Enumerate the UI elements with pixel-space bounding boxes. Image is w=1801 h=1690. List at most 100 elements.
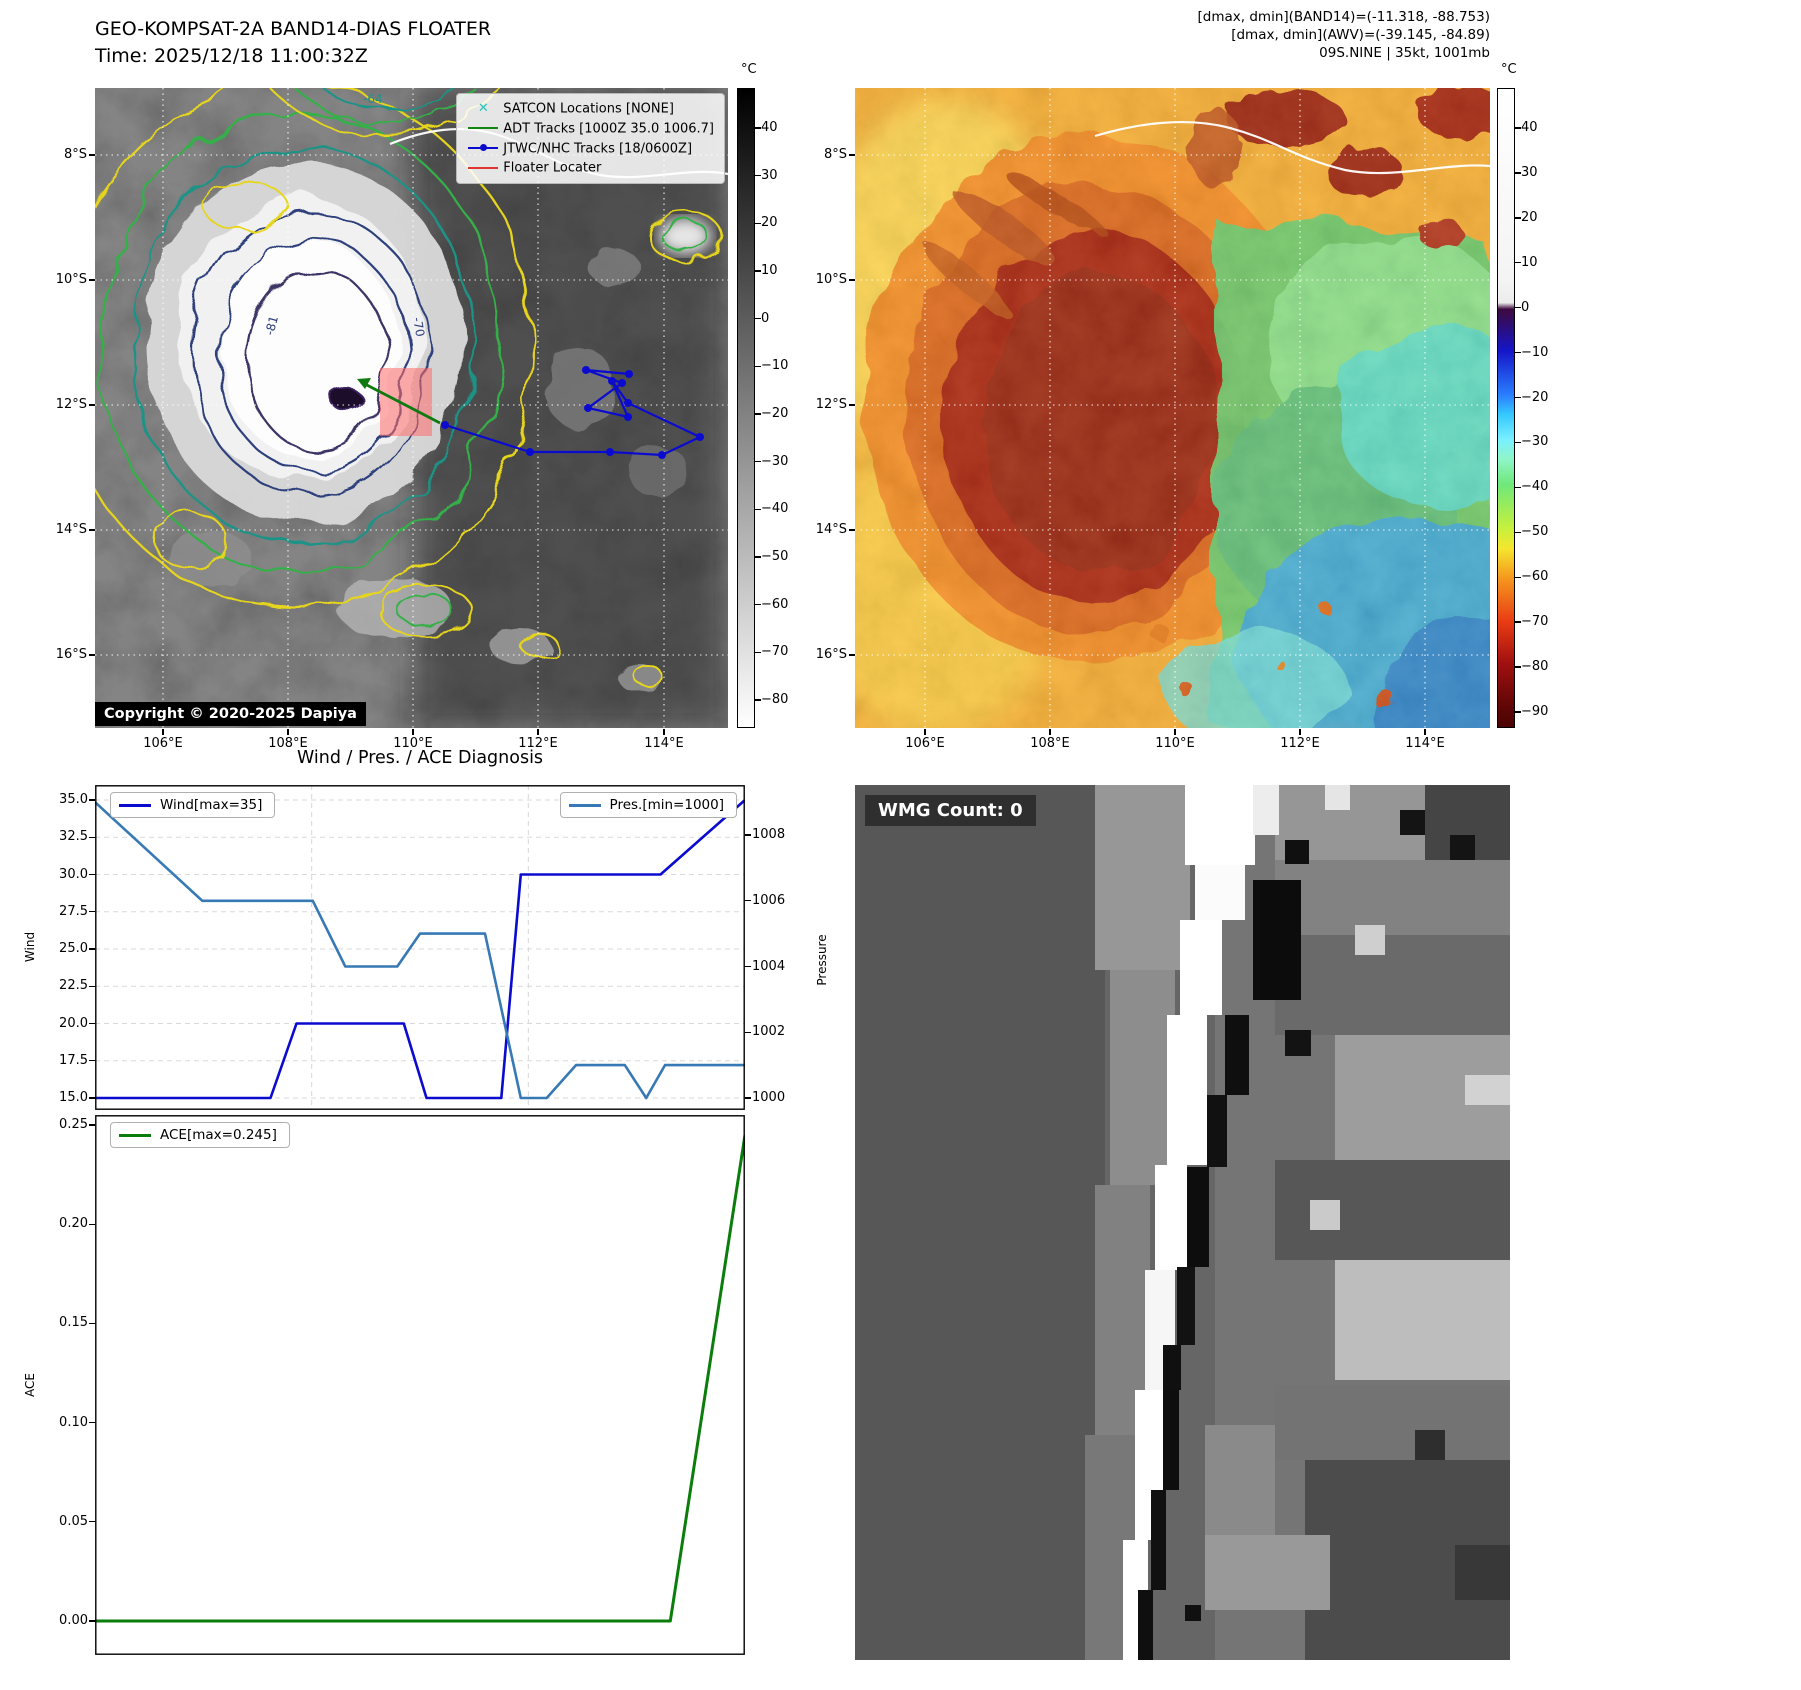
- tick-mark: [412, 729, 414, 735]
- coastline: [1094, 120, 1490, 175]
- diagnosis-title: Wind / Pres. / ACE Diagnosis: [296, 748, 544, 768]
- wind-tick-label: 25.0: [59, 941, 88, 956]
- ace-tick-label: 0.00: [59, 1613, 88, 1628]
- lon-tick-label: 106°E: [905, 736, 945, 751]
- awv-header: [dmax, dmin](BAND14)=(-11.318, -88.753) …: [1198, 8, 1490, 62]
- colorbar-tick-label: −90: [1521, 703, 1549, 719]
- tick-mark: [745, 1031, 751, 1033]
- colorbar-tick-label: −50: [1521, 524, 1549, 540]
- outer-contours: [153, 88, 722, 687]
- wind-tick-label: 32.5: [59, 829, 88, 845]
- lat-tick-label: 14°S: [55, 522, 87, 537]
- pressure-tick-label: 1004: [752, 958, 786, 974]
- colorbar-tick-label: 0: [1521, 299, 1530, 315]
- colorbar-tick-label: −60: [761, 596, 789, 612]
- lon-tick-label: 112°E: [1280, 736, 1320, 751]
- grayscale-gradient: [738, 89, 754, 727]
- adt-track-line: [362, 381, 441, 425]
- colorbar-tick-label: 40: [761, 120, 778, 135]
- tick-mark: [755, 222, 761, 225]
- tick-mark: [1515, 172, 1521, 174]
- tick-mark: [1299, 729, 1301, 735]
- ace-tick-label: 0.25: [59, 1117, 88, 1132]
- tick-mark: [1515, 441, 1521, 444]
- tick-mark: [745, 1097, 751, 1099]
- pressure-line-icon: [568, 803, 601, 807]
- tick-mark: [1515, 486, 1521, 489]
- ace-legend-label: ACE[max=0.245]: [160, 1127, 277, 1143]
- colorbar-tick-label: −20: [1521, 389, 1549, 405]
- wind-tick-label: 20.0: [59, 1015, 88, 1031]
- colorbar-tick-label: 20: [1521, 209, 1538, 225]
- tick-mark: [1515, 217, 1521, 219]
- lon-tick-label: 110°E: [1155, 736, 1195, 751]
- tick-mark: [755, 699, 761, 701]
- floater-locater-line-icon: [468, 166, 499, 169]
- lon-tick-label: 108°E: [1030, 736, 1070, 751]
- band14-map-legend: ✕ SATCON Locations [NONE] ADT Tracks [100…: [456, 93, 725, 184]
- tick-mark: [1515, 351, 1521, 354]
- adt-track-arrow: [357, 378, 371, 389]
- tick-mark: [1424, 729, 1426, 735]
- tick-mark: [755, 556, 761, 558]
- wind-legend-label: Wind[max=35]: [160, 797, 263, 813]
- tick-mark: [1515, 666, 1521, 668]
- legend-label: JTWC/NHC Tracks [18/0600Z]: [503, 140, 693, 156]
- ace-chart: ACE[max=0.245]: [95, 1115, 747, 1655]
- pressure-tick-label: 1000: [752, 1090, 786, 1105]
- lat-tick-label: 14°S: [815, 522, 847, 537]
- colorbar-tick-label: −80: [1521, 659, 1549, 675]
- pressure-tick-label: 1008: [752, 827, 786, 842]
- satcon-x-icon: ✕: [477, 101, 489, 116]
- jtwc-track-line: [441, 366, 704, 459]
- tick-mark: [1515, 127, 1521, 129]
- wind-tick-label: 27.5: [59, 903, 88, 919]
- contour-label: -81: [262, 314, 281, 337]
- colorbar-tick-label: −30: [1521, 434, 1549, 450]
- ace-tick-label: 0.15: [59, 1315, 88, 1331]
- tick-mark: [162, 729, 164, 735]
- band14-title: GEO-KOMPSAT-2A BAND14-DIAS FLOATER: [95, 18, 492, 40]
- ace-axis-label: ACE: [23, 1373, 37, 1397]
- wind-tick-label: 15.0: [59, 1090, 88, 1105]
- wmg-count-badge: WMG Count: 0: [865, 795, 1036, 826]
- legend-label: ADT Tracks [1000Z 35.0 1006.7]: [503, 121, 714, 136]
- tick-mark: [755, 651, 761, 654]
- lon-tick-label: 114°E: [1405, 736, 1445, 751]
- tick-mark: [755, 460, 761, 463]
- colorbar-tick-label: −40: [1521, 479, 1549, 495]
- tick-mark: [537, 729, 539, 735]
- ace-plot: [95, 1115, 747, 1655]
- wind-line-icon: [119, 803, 151, 807]
- tick-mark: [755, 365, 761, 368]
- colorbar-tick-label: 30: [1521, 164, 1538, 180]
- band14-colorbar: [737, 88, 755, 728]
- adt-track-line-icon: [468, 127, 499, 130]
- tick-mark: [755, 317, 761, 320]
- wind-tick-label: 35.0: [59, 792, 88, 807]
- tick-mark: [755, 413, 761, 415]
- tick-mark: [1049, 729, 1051, 735]
- enhanced-ir-gradient: [1498, 89, 1514, 727]
- pressure-tick-label: 1006: [752, 892, 786, 908]
- band14-map: -64 -81 -70 ✕ SATCON Locations [NONE] ADT…: [95, 88, 728, 728]
- wind-axis-label: Wind: [23, 931, 37, 963]
- legend-label: Floater Locater: [503, 160, 602, 176]
- jtwc-dot-icon: [480, 144, 488, 151]
- dmax-dmin-awv: [dmax, dmin](AWV)=(-39.145, -84.89): [1231, 27, 1490, 43]
- wind-tick-label: 17.5: [59, 1052, 88, 1068]
- pressure-tick-label: 1002: [752, 1024, 786, 1040]
- lat-tick-label: 12°S: [55, 397, 87, 412]
- map-graticule: [855, 88, 1490, 728]
- contour-label: -64: [363, 92, 383, 106]
- tick-mark: [755, 127, 761, 129]
- contour-label: -70: [410, 316, 427, 338]
- lat-tick-label: 8°S: [823, 147, 847, 162]
- colorbar-tick-label: −30: [761, 453, 789, 469]
- storm-eye: [328, 387, 362, 409]
- colorbar-tick-label: −20: [761, 406, 789, 421]
- colorbar-tick-label: −10: [761, 358, 789, 374]
- wind-tick-label: 22.5: [59, 978, 88, 994]
- colorbar-tick-label: −70: [761, 644, 789, 660]
- wind-legend: Wind[max=35]: [110, 792, 276, 818]
